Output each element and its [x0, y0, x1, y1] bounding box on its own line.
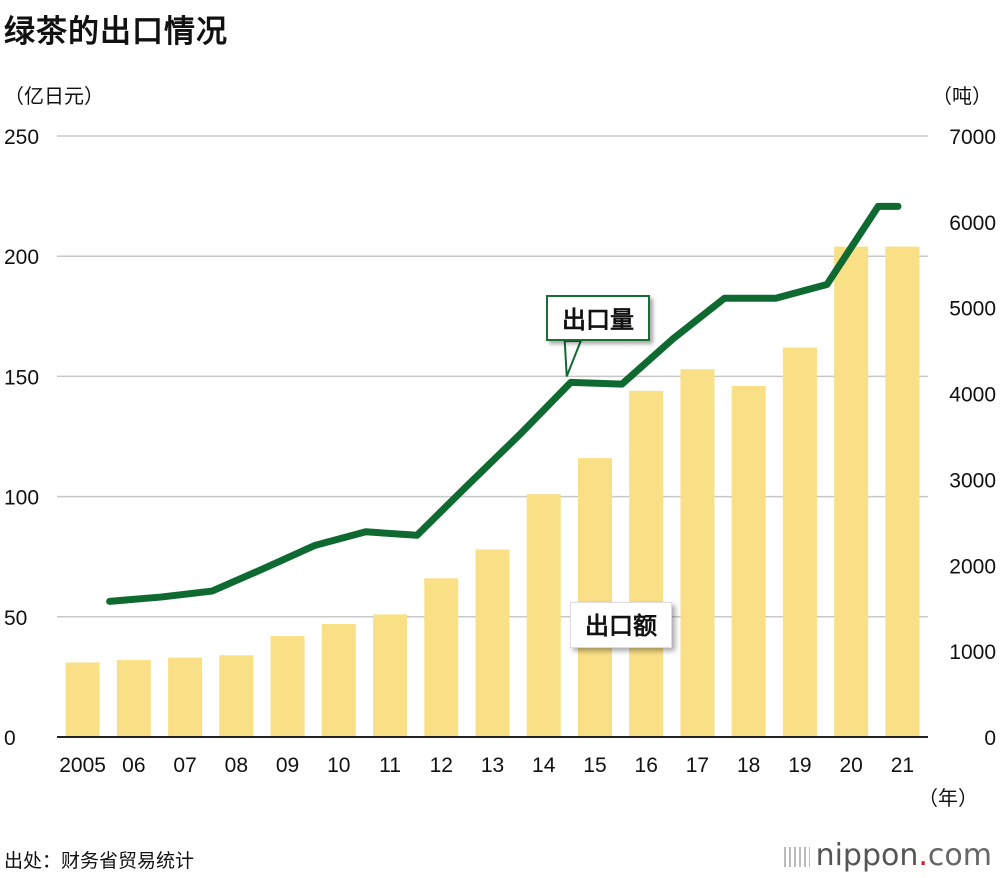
- bar: [577, 458, 612, 736]
- bar: [731, 386, 766, 736]
- x-tick-label: 08: [225, 754, 248, 777]
- left-tick-label: 50: [4, 607, 27, 630]
- source-note: 出处：财务省贸易统计: [4, 850, 195, 872]
- callout-pointer: [563, 340, 583, 377]
- x-tick-label: 09: [276, 754, 299, 777]
- bar: [526, 494, 561, 736]
- x-tick-label: 20: [839, 754, 862, 777]
- x-tick-label: 14: [532, 754, 556, 777]
- x-tick-label: 18: [737, 754, 760, 777]
- bar: [270, 636, 305, 736]
- nippon-logo[interactable]: nippon.com: [783, 838, 992, 873]
- right-tick-label: 7000: [949, 126, 996, 149]
- bar: [219, 655, 254, 736]
- bar: [321, 624, 356, 736]
- x-axis-unit: （年）: [918, 786, 978, 810]
- axis-ticks: 0 50 100 150 200 250 0 1000 2000 3000 4000 5000 6000…: [4, 126, 996, 777]
- bar: [373, 614, 408, 736]
- left-tick-label: 100: [4, 487, 39, 510]
- x-tick-label: 15: [583, 754, 606, 777]
- x-tick-label: 16: [635, 754, 658, 777]
- x-tick-label: 13: [481, 754, 504, 777]
- right-tick-label: 4000: [949, 384, 996, 407]
- line-path: [106, 202, 902, 605]
- right-axis-unit: （吨）: [932, 84, 992, 108]
- right-tick-label: 0: [984, 727, 996, 750]
- brand-name: nippon: [815, 838, 919, 873]
- callout-export-value: 出口额: [570, 602, 672, 648]
- right-tick-label: 5000: [949, 298, 996, 321]
- right-tick-label: 2000: [949, 555, 996, 578]
- bar: [782, 347, 817, 736]
- brand-dot: .: [918, 838, 928, 873]
- bar: [424, 578, 459, 736]
- left-tick-label: 200: [4, 246, 39, 269]
- right-tick-label: 1000: [949, 641, 996, 664]
- line-export-volume: [106, 202, 902, 605]
- bar: [680, 369, 715, 736]
- left-tick-label: 150: [4, 366, 39, 389]
- chart-title: 绿茶的出口情况: [4, 14, 228, 50]
- right-tick-label: 3000: [949, 469, 996, 492]
- brand-suffix: com: [927, 838, 992, 873]
- x-tick-label: 19: [788, 754, 811, 777]
- left-axis-unit: （亿日元）: [4, 84, 104, 108]
- bars-export-value: [65, 246, 920, 737]
- left-tick-label: 250: [4, 126, 39, 149]
- x-tick-label: 17: [686, 754, 709, 777]
- bar: [885, 246, 920, 737]
- left-tick-label: 0: [4, 727, 16, 750]
- x-tick-label: 12: [430, 754, 453, 777]
- bar: [834, 246, 869, 737]
- x-tick-label: 21: [891, 754, 914, 777]
- x-tick-label: 10: [327, 754, 350, 777]
- bar: [168, 657, 203, 736]
- bar: [116, 660, 151, 736]
- gridlines: [57, 135, 928, 738]
- bar: [65, 662, 100, 736]
- x-tick-label: 07: [173, 754, 196, 777]
- bar: [475, 549, 510, 736]
- callout-export-volume: 出口量: [546, 295, 650, 341]
- x-tick-label: 11: [379, 754, 401, 777]
- bar: [629, 390, 664, 736]
- x-tick-label: 06: [122, 754, 145, 777]
- x-tick-label: 2005: [59, 754, 106, 777]
- right-tick-label: 6000: [949, 212, 996, 235]
- logo-bars-icon: [783, 847, 810, 867]
